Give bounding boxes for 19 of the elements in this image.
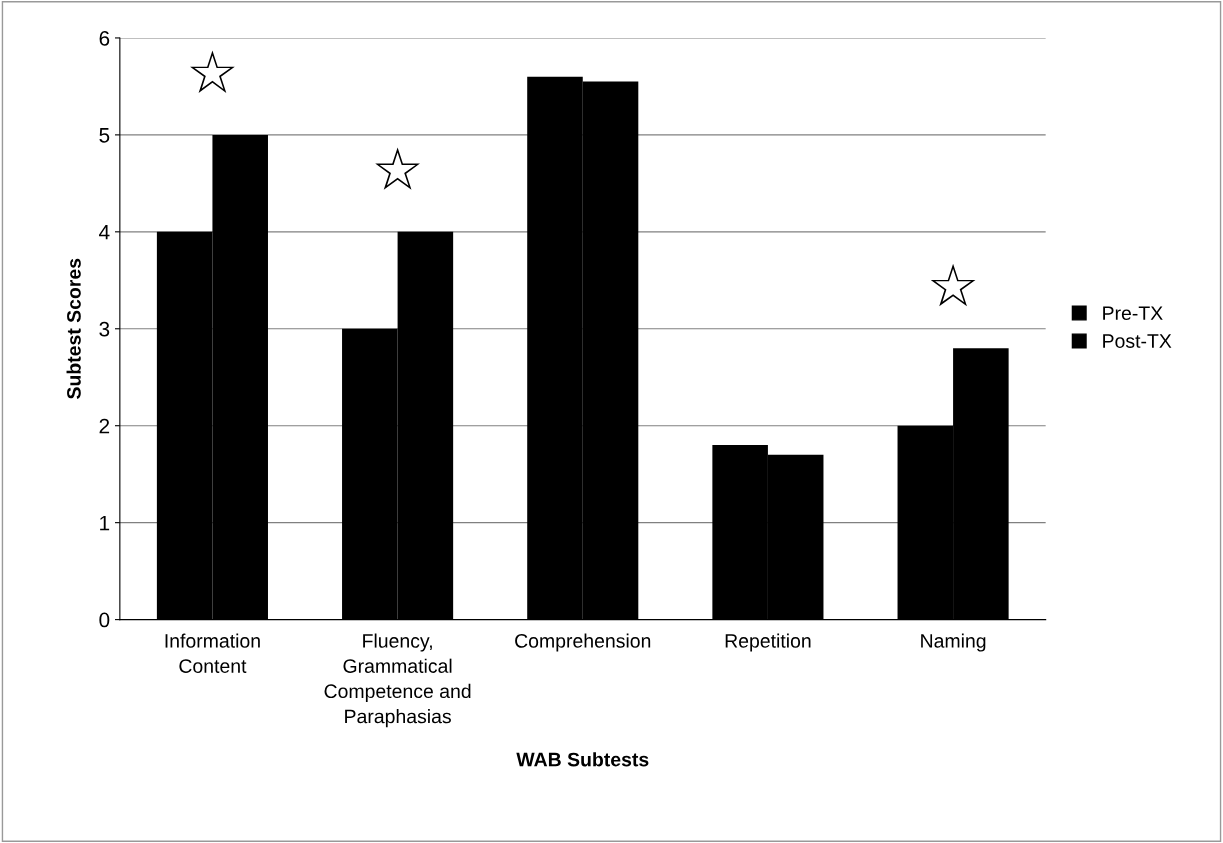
x-tick-label: Information Content [165,633,260,673]
x-tick-label: Repetition [725,633,811,652]
y-tick-label: 3 [99,321,110,337]
y-tick-label: 6 [99,30,110,46]
y-tick-label: 1 [100,515,110,531]
legend-label: Pre-TX [1103,306,1163,321]
y-tick-label: 2 [99,418,110,434]
y-tick-label: 4 [99,225,110,240]
y-tick-label: 5 [99,128,110,143]
x-tick-label: Fluency, Grammatical Competence and Paraphasias [324,633,471,728]
x-tick-label: Comprehension [515,633,651,652]
annotation: ☆ [375,147,420,190]
legend-label: Post-TX [1103,334,1172,348]
y-tick-label: 0 [99,612,110,628]
y-axis-title: Subtest Scores [66,258,81,399]
annotation: ☆ [930,263,976,307]
annotation: ☆ [190,50,235,93]
x-axis-title: WAB Subtests [516,752,649,767]
x-tick-label: Naming [921,633,986,652]
